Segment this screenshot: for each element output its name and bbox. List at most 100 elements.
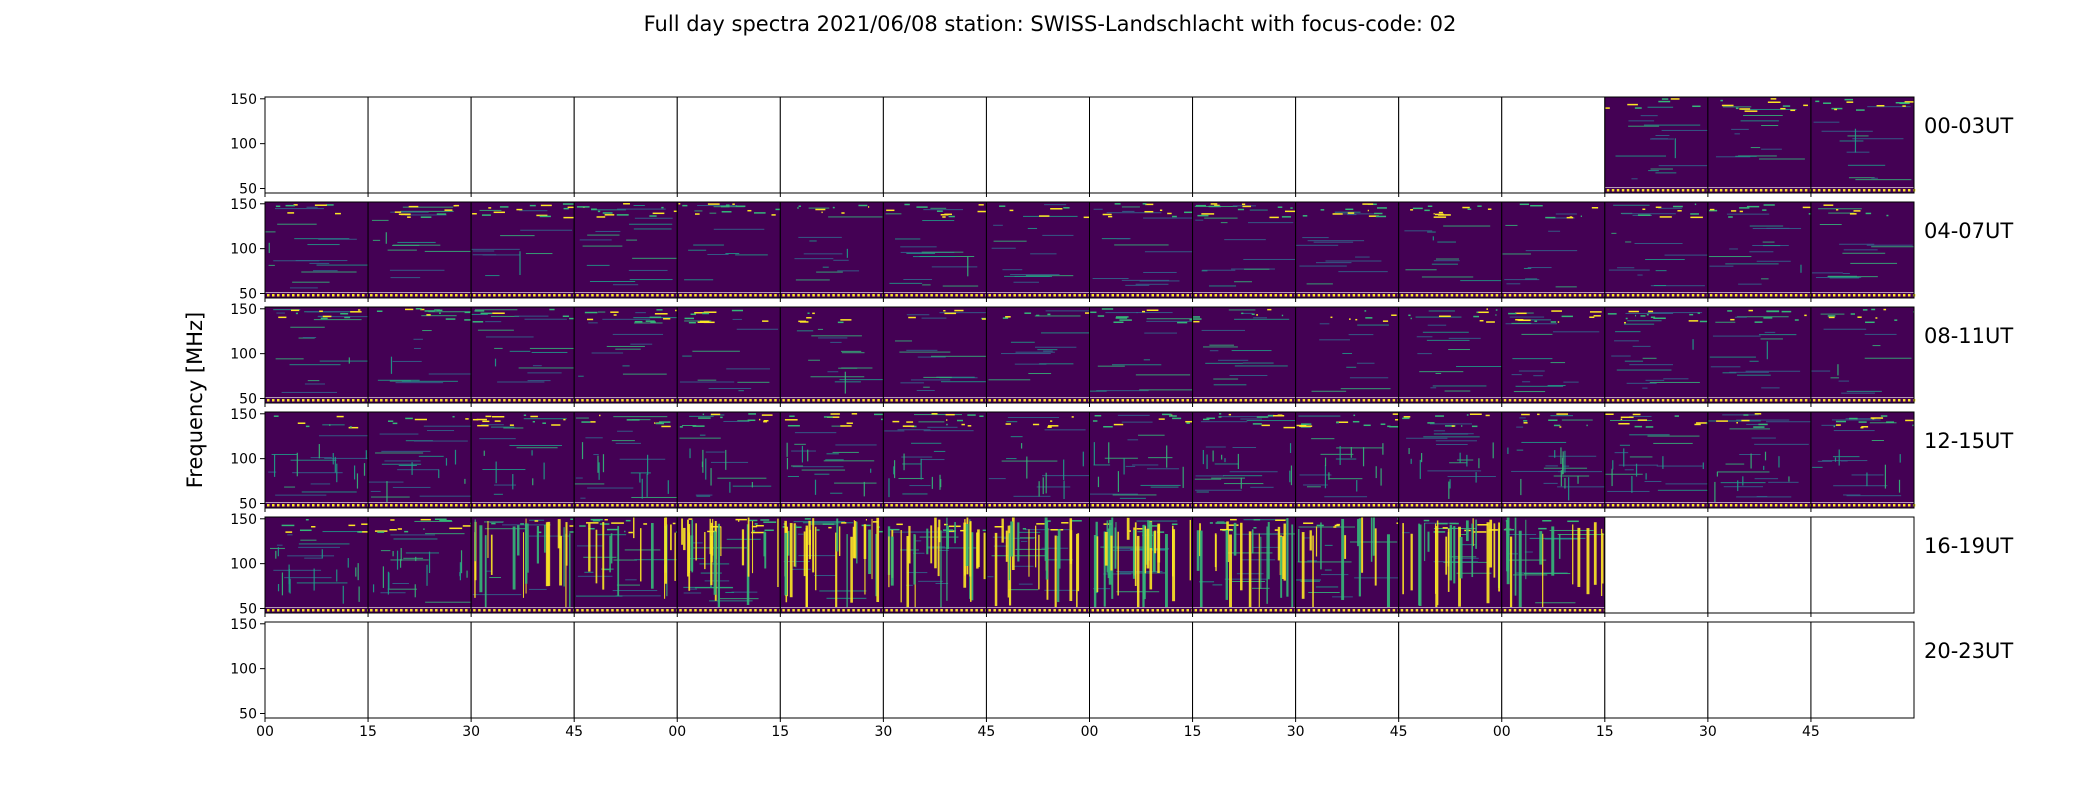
burst [670,524,672,551]
noise-line [514,315,549,317]
top-band-spot [858,204,868,207]
calibration-dot [1533,399,1537,402]
top-band-spot [1047,426,1052,428]
calibration-dot [822,609,825,612]
calibration-dot [1312,504,1316,507]
noise-line [1513,574,1548,576]
noise-line [1328,478,1363,480]
calibration-dot [292,399,295,402]
calibration-dot [699,504,702,507]
top-band-spot [643,523,648,525]
calibration-dot [1578,294,1582,297]
top-band-spot [1237,208,1245,211]
top-band-spot [1661,98,1669,100]
calibration-dot [759,294,762,297]
burst [871,518,873,580]
noise-line [524,318,567,320]
calibration-dot [1083,609,1086,612]
panel-frame [1810,621,1915,719]
calibration-dot [1475,504,1479,507]
noise-line [1512,358,1553,360]
calibration-dot [1058,504,1061,507]
noise-line [595,230,621,232]
top-band-spot [699,320,710,323]
burst [876,517,880,603]
calibration-line [1707,187,1811,188]
calibration-dot [694,399,697,402]
burst [1110,535,1113,571]
burst [602,454,605,473]
top-band-spot [591,208,597,210]
calibration-dot [1101,294,1104,297]
calibration-dot [1686,504,1690,507]
calibration-dot [1425,504,1429,507]
calibration-dot [729,504,732,507]
calibration-dot [1440,504,1444,507]
top-band-spot [581,421,591,423]
calibration-dot [370,399,373,402]
burst [814,479,817,495]
calibration-dot [885,609,888,612]
calibration-dot [528,294,531,297]
noise-line [1519,417,1526,419]
calibration-dot [774,294,777,297]
calibration-dot [970,294,973,297]
noise-line [708,388,752,390]
burst [1042,477,1044,495]
top-band-spot [1763,204,1775,206]
calibration-dot [1691,504,1695,507]
calibration-dot [1533,504,1537,507]
calibration-dot [1126,609,1129,612]
panel-background [1089,97,1193,193]
calibration-dot [714,609,717,612]
top-band-spot [1368,215,1379,217]
panel-background [1295,412,1399,508]
calibration-dot [1794,504,1798,507]
calibration-dot [347,294,350,297]
calibration-dot [538,399,541,402]
calibration-dot [533,609,536,612]
calibration-dot [390,504,393,507]
calibration-dot [267,399,270,402]
burst [852,526,855,559]
calibration-dot [1259,609,1263,612]
calibration-dot [1151,294,1154,297]
noise-line [1357,324,1389,326]
noise-line [1443,561,1488,563]
noise-line [1321,574,1349,576]
noise-line [719,598,759,600]
top-band-spot [1439,315,1451,318]
burst [445,458,448,466]
noise-line [1194,478,1222,480]
calibration-dot [287,399,290,402]
top-band-spot [1542,520,1552,522]
calibration-dot [1460,294,1464,297]
panel-background [986,622,1090,718]
calibration-dot [935,294,938,297]
calibration-dot [1091,609,1094,612]
panel-background [1604,97,1708,193]
calibration-dot [1606,189,1610,192]
calibration-dot [307,399,310,402]
x-tick-label: 15 [1184,724,1202,740]
calibration-dot [518,399,521,402]
x-tick-label: 00 [1493,724,1511,740]
noise-line [1114,244,1169,246]
top-band-spot [694,312,708,314]
calibration-dot [1709,189,1713,192]
noise-line [1415,316,1462,318]
top-band-spot [1591,207,1599,209]
calibration-dot [1812,189,1816,192]
noise-line [1734,316,1747,318]
noise-line [428,311,472,313]
burst [1716,471,1718,477]
noise-line [707,254,729,256]
top-band-spot [491,415,505,418]
noise-line [1516,449,1524,451]
calibration-dot [1646,504,1650,507]
calibration-dot [1724,504,1728,507]
calibration-dot [1392,294,1396,297]
noise-line [694,210,703,212]
top-band-spot [537,531,542,534]
noise-line [1034,315,1081,317]
